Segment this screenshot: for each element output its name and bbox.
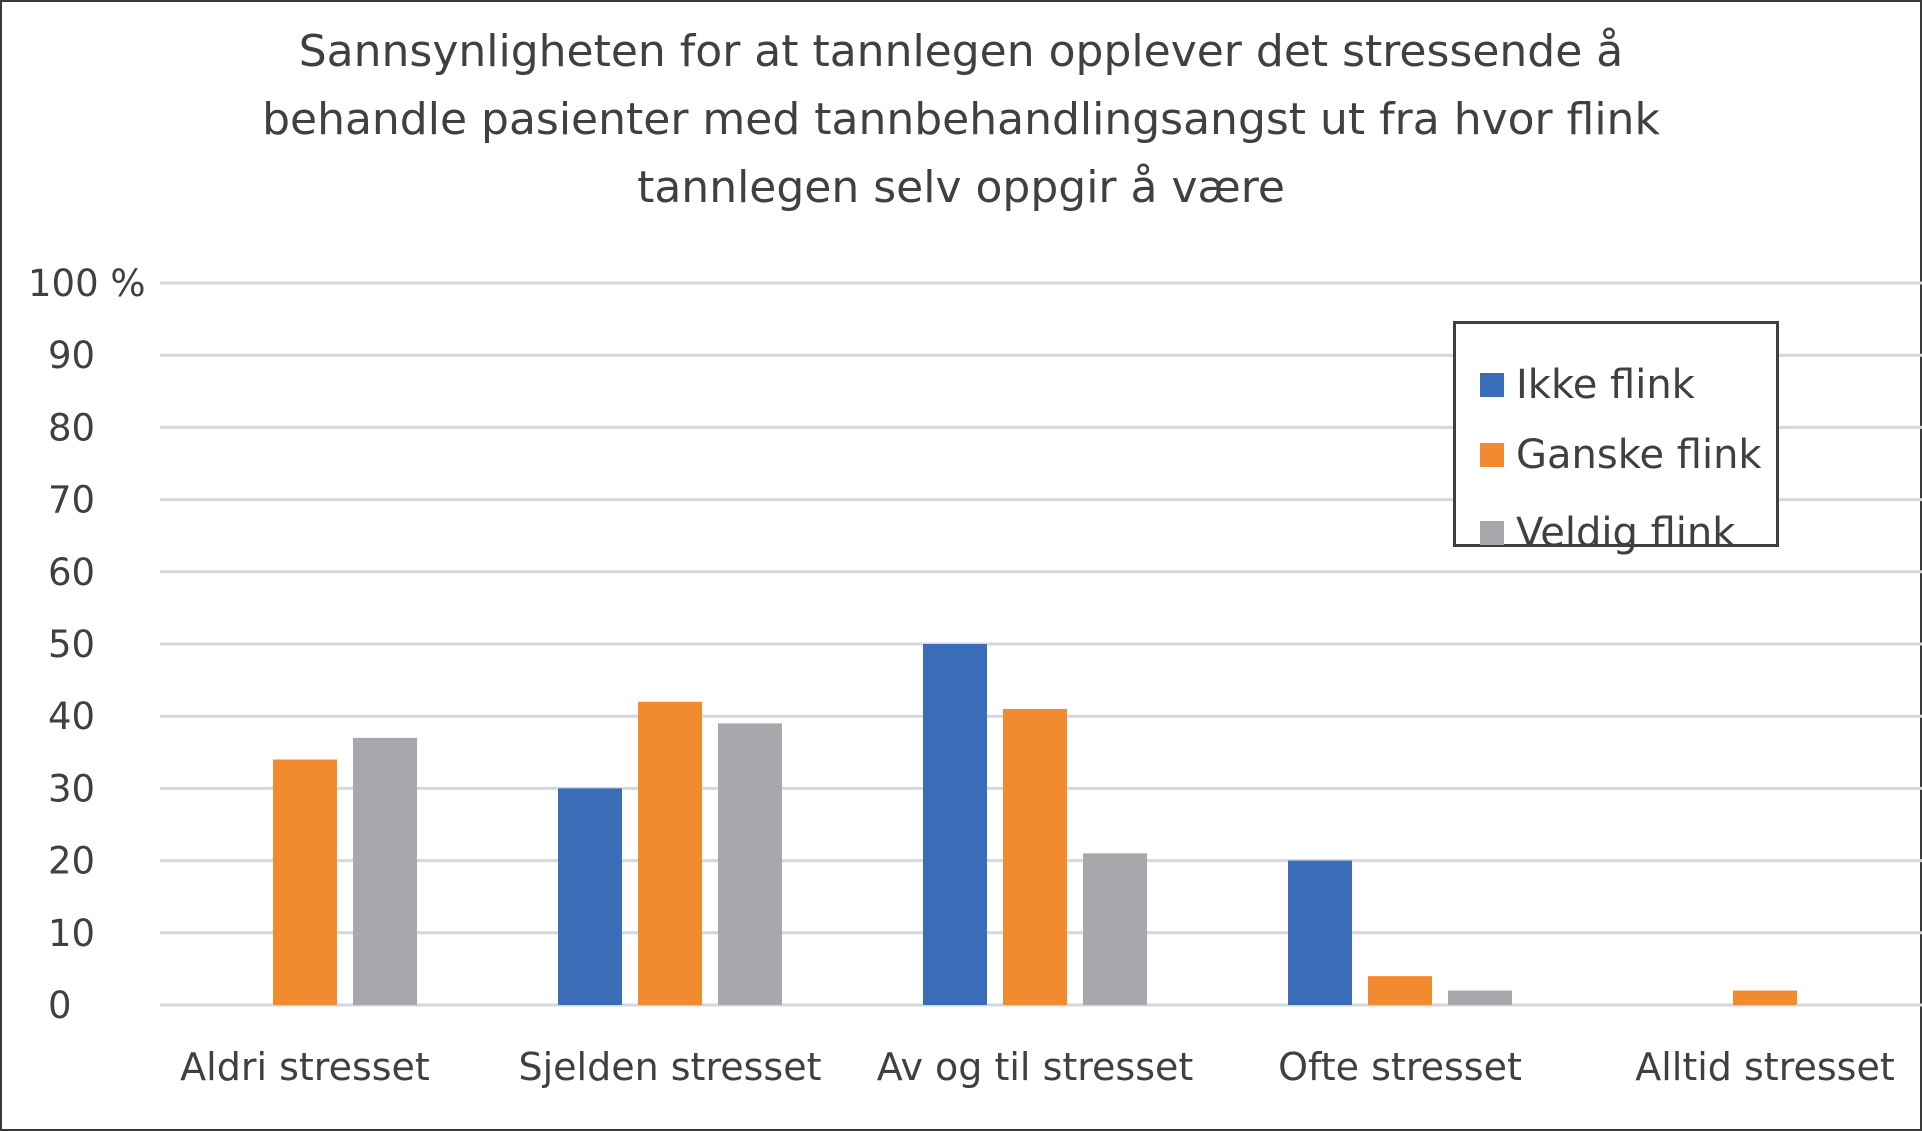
legend-swatch-ikke-flink <box>1480 373 1504 397</box>
chart-title-line-3: tannlegen selv oppgir å være <box>637 162 1285 213</box>
y-tick-label: 100 % <box>28 262 146 305</box>
x-axis-categories: Aldri stresset Sjelden stresset Av og til … <box>180 1045 1895 1089</box>
bar-veldig-flink-2 <box>1083 853 1147 1005</box>
y-tick-label: 0 <box>48 984 72 1027</box>
bar-veldig-flink-3 <box>1448 990 1512 1005</box>
bar-ganske-flink-4 <box>1733 990 1797 1005</box>
y-tick-label: 60 <box>48 551 95 594</box>
bar-ikke-flink-1 <box>558 788 622 1005</box>
x-category-label: Alltid stresset <box>1635 1045 1895 1089</box>
y-tick-label: 80 <box>48 406 95 449</box>
bar-ganske-flink-0 <box>273 759 337 1005</box>
y-tick-label: 30 <box>48 767 95 810</box>
chart-title: Sannsynligheten for at tannlegen oppleve… <box>0 18 1922 222</box>
legend-item-ganske-flink: Ganske flink <box>1480 430 1762 480</box>
bar-ikke-flink-2 <box>923 644 987 1005</box>
y-tick-label: 90 <box>48 334 95 377</box>
legend-item-veldig-flink: Veldig flink <box>1480 508 1735 558</box>
y-tick-label: 20 <box>48 840 95 883</box>
bar-veldig-flink-1 <box>718 723 782 1005</box>
bar-ikke-flink-3 <box>1288 860 1352 1005</box>
x-category-label: Aldri stresset <box>180 1045 430 1089</box>
legend: Ikke flink Ganske flink Veldig flink <box>1453 321 1779 556</box>
legend-label-veldig-flink: Veldig flink <box>1516 510 1736 556</box>
legend-item-ikke-flink: Ikke flink <box>1480 360 1695 410</box>
y-tick-label: 50 <box>48 623 95 666</box>
legend-label-ganske-flink: Ganske flink <box>1516 432 1762 478</box>
bar-ganske-flink-3 <box>1368 976 1432 1005</box>
bars <box>273 644 1797 1005</box>
bar-veldig-flink-0 <box>353 737 417 1005</box>
x-category-label: Sjelden stresset <box>518 1045 821 1089</box>
y-tick-label: 10 <box>48 912 95 955</box>
y-axis-ticks: 0 10 20 30 40 50 60 70 80 90 100 % <box>28 262 146 1027</box>
y-tick-label: 40 <box>48 695 95 738</box>
legend-swatch-ganske-flink <box>1480 443 1504 467</box>
y-tick-label: 70 <box>48 479 95 522</box>
bar-ganske-flink-2 <box>1003 708 1067 1005</box>
legend-label-ikke-flink: Ikke flink <box>1516 362 1695 408</box>
bar-ganske-flink-1 <box>638 701 702 1005</box>
chart-title-line-1: Sannsynligheten for at tannlegen oppleve… <box>298 26 1624 77</box>
x-category-label: Av og til stresset <box>877 1045 1194 1089</box>
legend-swatch-veldig-flink <box>1480 521 1504 545</box>
chart-title-line-2: behandle pasienter med tannbehandlingsan… <box>262 94 1660 145</box>
x-category-label: Ofte stresset <box>1278 1045 1522 1089</box>
